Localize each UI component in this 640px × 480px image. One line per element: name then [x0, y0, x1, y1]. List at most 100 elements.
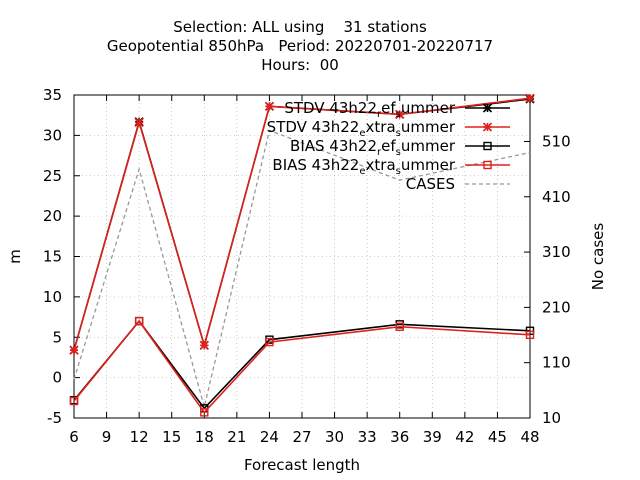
legend-label-part: BIAS 43h22 [272, 156, 359, 174]
y2-axis-label: No cases [589, 223, 607, 291]
y-tick-label: -5 [47, 409, 62, 427]
x-tick-label: 33 [358, 428, 377, 446]
legend-entry-cases: CASES [406, 175, 510, 193]
legend-label-part: ummer [401, 156, 456, 174]
point-bias_extra [69, 396, 79, 406]
y-tick-label: 5 [52, 328, 62, 346]
x-tick-label: 48 [520, 428, 539, 446]
y-tick-label: 25 [43, 167, 62, 185]
chart-title: Selection: ALL using 31 stationsGeopoten… [107, 18, 493, 74]
legend-entry-stdv_ref: STDV 43h22refsummer [284, 99, 510, 120]
marker-stroke [482, 103, 493, 113]
x-tick-label: 6 [69, 428, 79, 446]
point-stdv_extra [395, 109, 405, 119]
y-tick-label: 20 [43, 207, 62, 225]
legend-swatch-marker [483, 141, 492, 151]
point-stdv_extra [69, 345, 79, 355]
marker-stroke [69, 345, 79, 355]
legend-label: STDV 43h22refsummer [284, 99, 456, 120]
y2-tick-label: 110 [542, 354, 571, 372]
point-stdv_extra [264, 101, 274, 111]
y2-tick-label: 210 [542, 298, 571, 316]
point-stdv_extra [199, 340, 209, 350]
legend-label: STDV 43h22extrasummer [267, 118, 456, 139]
legend-label-part: ummer [401, 118, 456, 136]
series [69, 93, 535, 417]
legend-label-part: xtra [366, 156, 396, 174]
series-stdv_extra [69, 93, 535, 355]
y2-tick-label: 310 [542, 243, 571, 261]
marker-stroke [199, 340, 209, 350]
point-bias_extra [265, 337, 274, 347]
legend-label-part: BIAS 43h22 [290, 137, 377, 155]
marker-stroke [525, 93, 535, 103]
legend-label-part: s [396, 166, 401, 177]
y2-tick-label: 410 [542, 188, 571, 206]
legend-swatch-marker [482, 122, 493, 132]
point-bias_extra [525, 330, 535, 340]
point-stdv_extra [134, 117, 144, 128]
legend-entry-bias_extra: BIAS 43h22extrasummer [272, 156, 510, 177]
x-tick-label: 36 [390, 428, 409, 446]
series-line-cases [73, 129, 531, 408]
x-tick-label: 39 [423, 428, 442, 446]
series-cases [73, 129, 531, 408]
legend-label: CASES [406, 175, 455, 193]
point-bias_extra [395, 322, 404, 331]
x-tick-label: 30 [325, 428, 344, 446]
axes: 6 9 12 15 18 21 24 27 30 33 36 39 42 45 48-50510152025… [6, 86, 607, 474]
legend-label-part: e [359, 166, 365, 177]
x-tick-label: 9 [102, 428, 112, 446]
marker-stroke [264, 101, 274, 111]
title-line-2: Geopotential 850hPa Period: 20220701-202… [107, 37, 493, 55]
legend-label-part: s [396, 109, 401, 120]
title-line-3: Hours: 00 [261, 56, 339, 74]
legend-label: BIAS 43h22refsummer [290, 137, 456, 158]
legend-label-part: r [377, 147, 382, 158]
x-tick-label: 18 [195, 428, 214, 446]
legend-label-part: ef [381, 137, 396, 155]
series-bias_extra [69, 316, 535, 417]
x-tick-label: 45 [488, 428, 507, 446]
x-tick-label: 42 [455, 428, 474, 446]
y2-tick-label: 510 [542, 132, 571, 150]
legend-label-part: xtra [366, 118, 396, 136]
y-tick-label: 0 [52, 369, 62, 387]
legend-label-part: STDV 43h22 [284, 99, 377, 117]
legend-label-part: r [377, 109, 382, 120]
legend-entry-stdv_extra: STDV 43h22extrasummer [267, 118, 510, 139]
x-tick-label: 15 [162, 428, 181, 446]
series-line-stdv_extra [73, 97, 531, 351]
point-bias_extra [200, 408, 209, 417]
point-bias_extra [134, 316, 144, 326]
point-stdv_extra [525, 93, 535, 103]
marker-stroke [482, 122, 493, 132]
legend-label-part: STDV 43h22 [267, 118, 360, 136]
series-line-bias_extra [73, 319, 531, 414]
legend-swatch-marker [483, 160, 492, 170]
legend-label-part: ef [381, 99, 396, 117]
y-axis-label: m [6, 249, 24, 264]
y-tick-label: 35 [43, 86, 62, 104]
x-tick-label: 27 [292, 428, 311, 446]
x-axis-label: Forecast length [244, 456, 360, 474]
legend-label-part: ummer [401, 137, 456, 155]
y-tick-label: 15 [43, 248, 62, 266]
marker-stroke [134, 117, 144, 128]
x-tick-label: 12 [130, 428, 149, 446]
marker-stroke [395, 109, 405, 119]
legend-label: BIAS 43h22extrasummer [272, 156, 455, 177]
title-line-1: Selection: ALL using 31 stations [173, 18, 427, 36]
legend-label-part: s [396, 147, 401, 158]
y2-tick-label: 10 [542, 409, 561, 427]
y-tick-label: 30 [43, 126, 62, 144]
x-tick-label: 24 [260, 428, 279, 446]
x-tick-label: 21 [227, 428, 246, 446]
legend-label-part: e [359, 128, 365, 139]
y-tick-label: 10 [43, 288, 62, 306]
legend-label-part: s [396, 128, 401, 139]
legend-label-part: ummer [401, 99, 456, 117]
legend-entry-bias_ref: BIAS 43h22refsummer [290, 137, 510, 158]
